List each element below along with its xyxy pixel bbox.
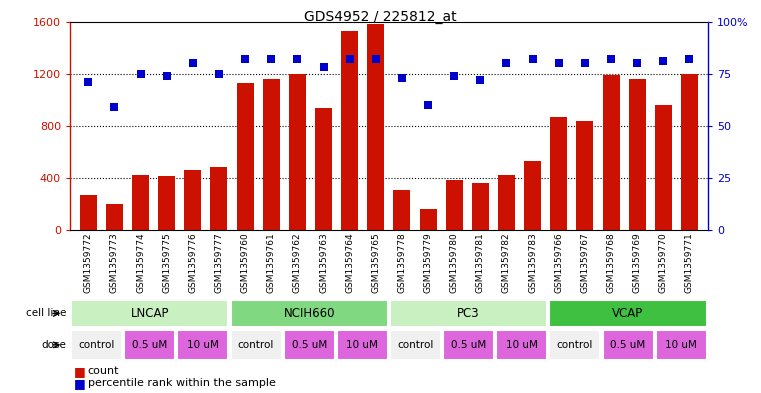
Bar — [106, 204, 123, 230]
Bar — [393, 189, 410, 230]
Text: 10 uM: 10 uM — [665, 340, 697, 350]
Point — [186, 60, 199, 66]
Text: 10 uM: 10 uM — [187, 340, 219, 350]
Bar — [337, 330, 388, 360]
Text: 0.5 uM: 0.5 uM — [132, 340, 167, 350]
Text: 0.5 uM: 0.5 uM — [451, 340, 486, 350]
Text: 10 uM: 10 uM — [346, 340, 378, 350]
Point — [474, 77, 486, 83]
Point — [527, 56, 539, 62]
Text: control: control — [78, 340, 115, 350]
Bar — [284, 330, 335, 360]
Text: count: count — [88, 366, 119, 376]
Point — [448, 73, 460, 79]
Bar — [231, 300, 388, 327]
Bar — [498, 175, 515, 230]
Point — [579, 60, 591, 66]
Bar — [443, 330, 494, 360]
Point — [343, 56, 355, 62]
Point — [161, 73, 173, 79]
Point — [501, 60, 513, 66]
Bar — [524, 161, 541, 230]
Text: NCIH660: NCIH660 — [283, 307, 335, 320]
Text: PC3: PC3 — [457, 307, 480, 320]
Bar — [263, 79, 280, 230]
Point — [631, 60, 643, 66]
Point — [396, 75, 408, 81]
Bar — [446, 180, 463, 230]
Bar — [603, 75, 619, 230]
Point — [370, 56, 382, 62]
Bar — [390, 330, 441, 360]
Point — [291, 56, 304, 62]
Bar — [550, 117, 567, 230]
Bar — [496, 330, 547, 360]
Bar — [237, 83, 253, 230]
Text: 0.5 uM: 0.5 uM — [291, 340, 326, 350]
Bar — [472, 183, 489, 230]
Bar — [549, 300, 707, 327]
Text: control: control — [397, 340, 434, 350]
Text: control: control — [557, 340, 593, 350]
Bar — [289, 73, 306, 230]
Bar — [211, 167, 228, 230]
Bar — [80, 195, 97, 230]
Bar — [341, 31, 358, 230]
Bar — [368, 24, 384, 230]
Text: ■: ■ — [74, 365, 85, 378]
Bar — [576, 121, 594, 230]
Point — [82, 79, 94, 85]
Text: 0.5 uM: 0.5 uM — [610, 340, 645, 350]
Text: ■: ■ — [74, 376, 85, 390]
Point — [658, 58, 670, 64]
Bar — [654, 105, 672, 230]
Point — [683, 56, 696, 62]
Text: percentile rank within the sample: percentile rank within the sample — [88, 378, 275, 388]
Text: dose: dose — [41, 340, 66, 350]
Point — [552, 60, 565, 66]
Text: GDS4952 / 225812_at: GDS4952 / 225812_at — [304, 10, 457, 24]
Bar — [419, 209, 437, 230]
Bar — [124, 330, 175, 360]
Point — [108, 104, 120, 110]
Text: 10 uM: 10 uM — [506, 340, 538, 350]
Point — [422, 102, 435, 108]
Bar — [681, 73, 698, 230]
Bar — [549, 330, 600, 360]
Bar — [132, 175, 149, 230]
Bar — [158, 176, 175, 230]
Bar — [184, 170, 202, 230]
Bar — [71, 330, 122, 360]
Point — [317, 64, 330, 71]
Text: VCAP: VCAP — [613, 307, 644, 320]
Point — [239, 56, 251, 62]
Text: control: control — [238, 340, 274, 350]
Point — [213, 70, 225, 77]
Bar — [629, 79, 645, 230]
Bar — [315, 108, 332, 230]
Bar — [71, 300, 228, 327]
Text: cell line: cell line — [26, 309, 66, 318]
Text: LNCAP: LNCAP — [130, 307, 169, 320]
Bar — [177, 330, 228, 360]
Bar — [390, 300, 547, 327]
Bar — [656, 330, 707, 360]
Bar — [231, 330, 282, 360]
Bar — [603, 330, 654, 360]
Point — [135, 70, 147, 77]
Point — [265, 56, 277, 62]
Point — [605, 56, 617, 62]
